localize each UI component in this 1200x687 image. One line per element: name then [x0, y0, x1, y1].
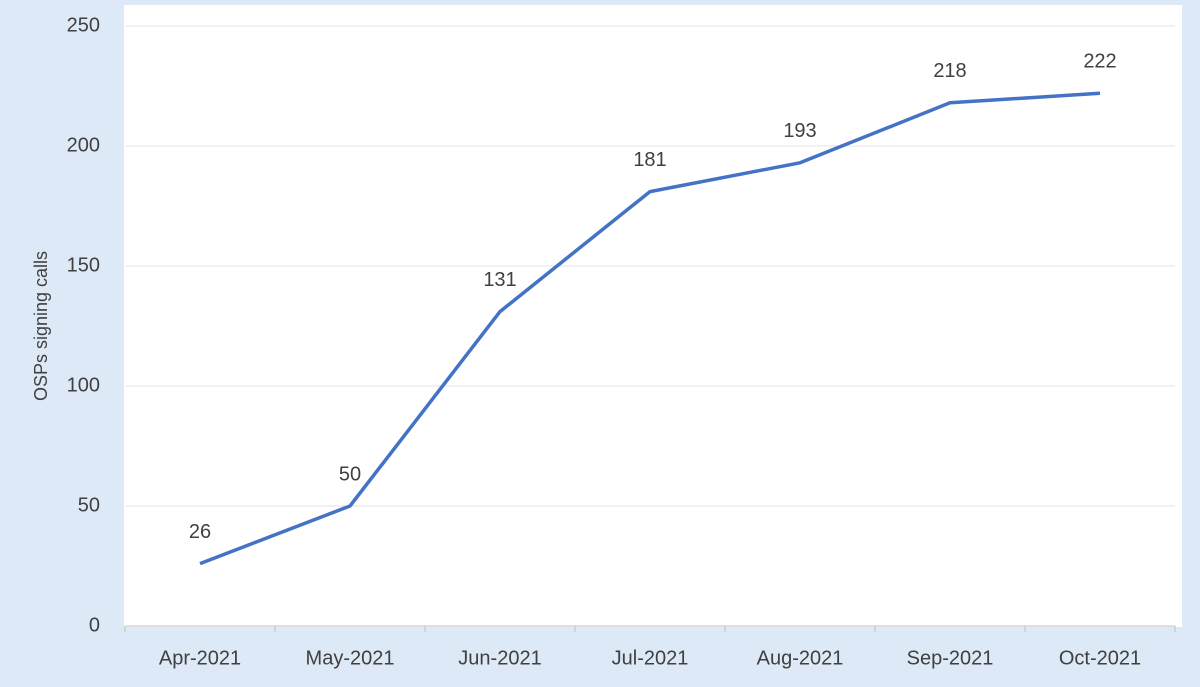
data-label: 26 — [189, 521, 211, 543]
x-tick-label: Apr-2021 — [159, 647, 241, 669]
data-label: 131 — [483, 269, 516, 291]
data-label: 50 — [339, 463, 361, 485]
data-label: 218 — [933, 60, 966, 82]
y-tick-label: 200 — [67, 134, 100, 156]
y-tick-label: 100 — [67, 374, 100, 396]
y-tick-label: 250 — [67, 14, 100, 36]
x-tick-label: Aug-2021 — [757, 647, 844, 669]
data-label: 222 — [1083, 50, 1116, 72]
data-label: 193 — [783, 120, 816, 142]
x-tick-label: Jun-2021 — [458, 647, 541, 669]
x-tick-label: May-2021 — [306, 647, 395, 669]
y-tick-label: 150 — [67, 254, 100, 276]
x-tick-label: Oct-2021 — [1059, 647, 1141, 669]
y-tick-label: 0 — [89, 614, 100, 636]
data-line — [199, 91, 1101, 566]
x-tick-label: Sep-2021 — [907, 647, 994, 669]
data-label: 181 — [633, 149, 666, 171]
y-tick-label: 50 — [78, 494, 100, 516]
y-axis-title: OSPs signing calls — [31, 251, 51, 401]
x-tick-label: Jul-2021 — [612, 647, 689, 669]
